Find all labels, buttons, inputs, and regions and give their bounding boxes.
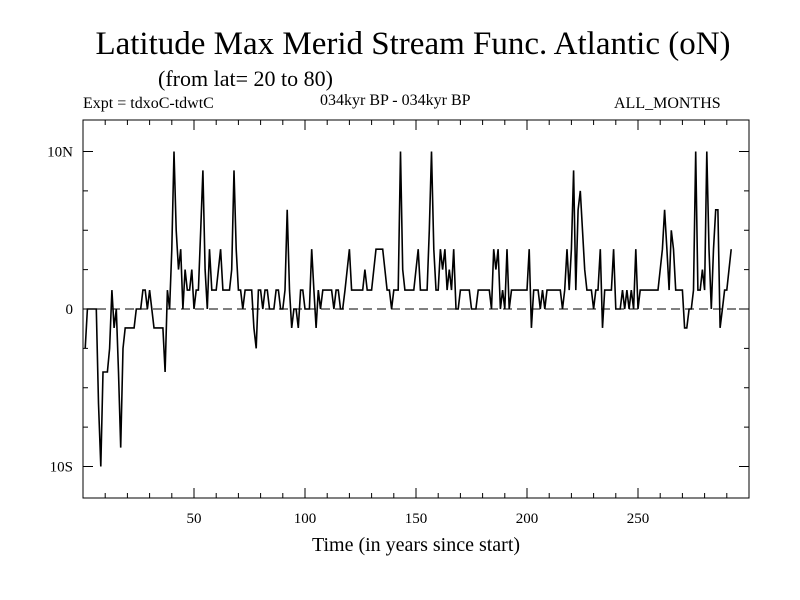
months-label: ALL_MONTHS	[614, 95, 721, 112]
time-range-label: 034kyr BP - 034kyr BP	[320, 92, 471, 109]
axis-ticks	[83, 120, 749, 498]
x-tick-label: 150	[405, 511, 428, 527]
axis-tick-labels: 50 100 150 200 250 10N 0 10S	[47, 145, 649, 528]
chart-title: Latitude Max Merid Stream Func. Atlantic…	[95, 26, 731, 62]
x-tick-label: 100	[294, 511, 317, 527]
y-tick-label: 0	[66, 302, 74, 318]
chart-subtitle: (from lat= 20 to 80)	[158, 66, 333, 91]
x-tick-label: 50	[187, 511, 202, 527]
x-axis-label: Time (in years since start)	[311, 534, 521, 556]
y-tick-label: 10N	[47, 145, 73, 161]
experiment-label: Expt = tdxoC-tdwtC	[83, 95, 214, 112]
x-tick-label: 200	[516, 511, 539, 527]
data-series-line	[84, 151, 732, 467]
x-tick-label: 250	[627, 511, 650, 527]
y-tick-label: 10S	[50, 460, 73, 476]
